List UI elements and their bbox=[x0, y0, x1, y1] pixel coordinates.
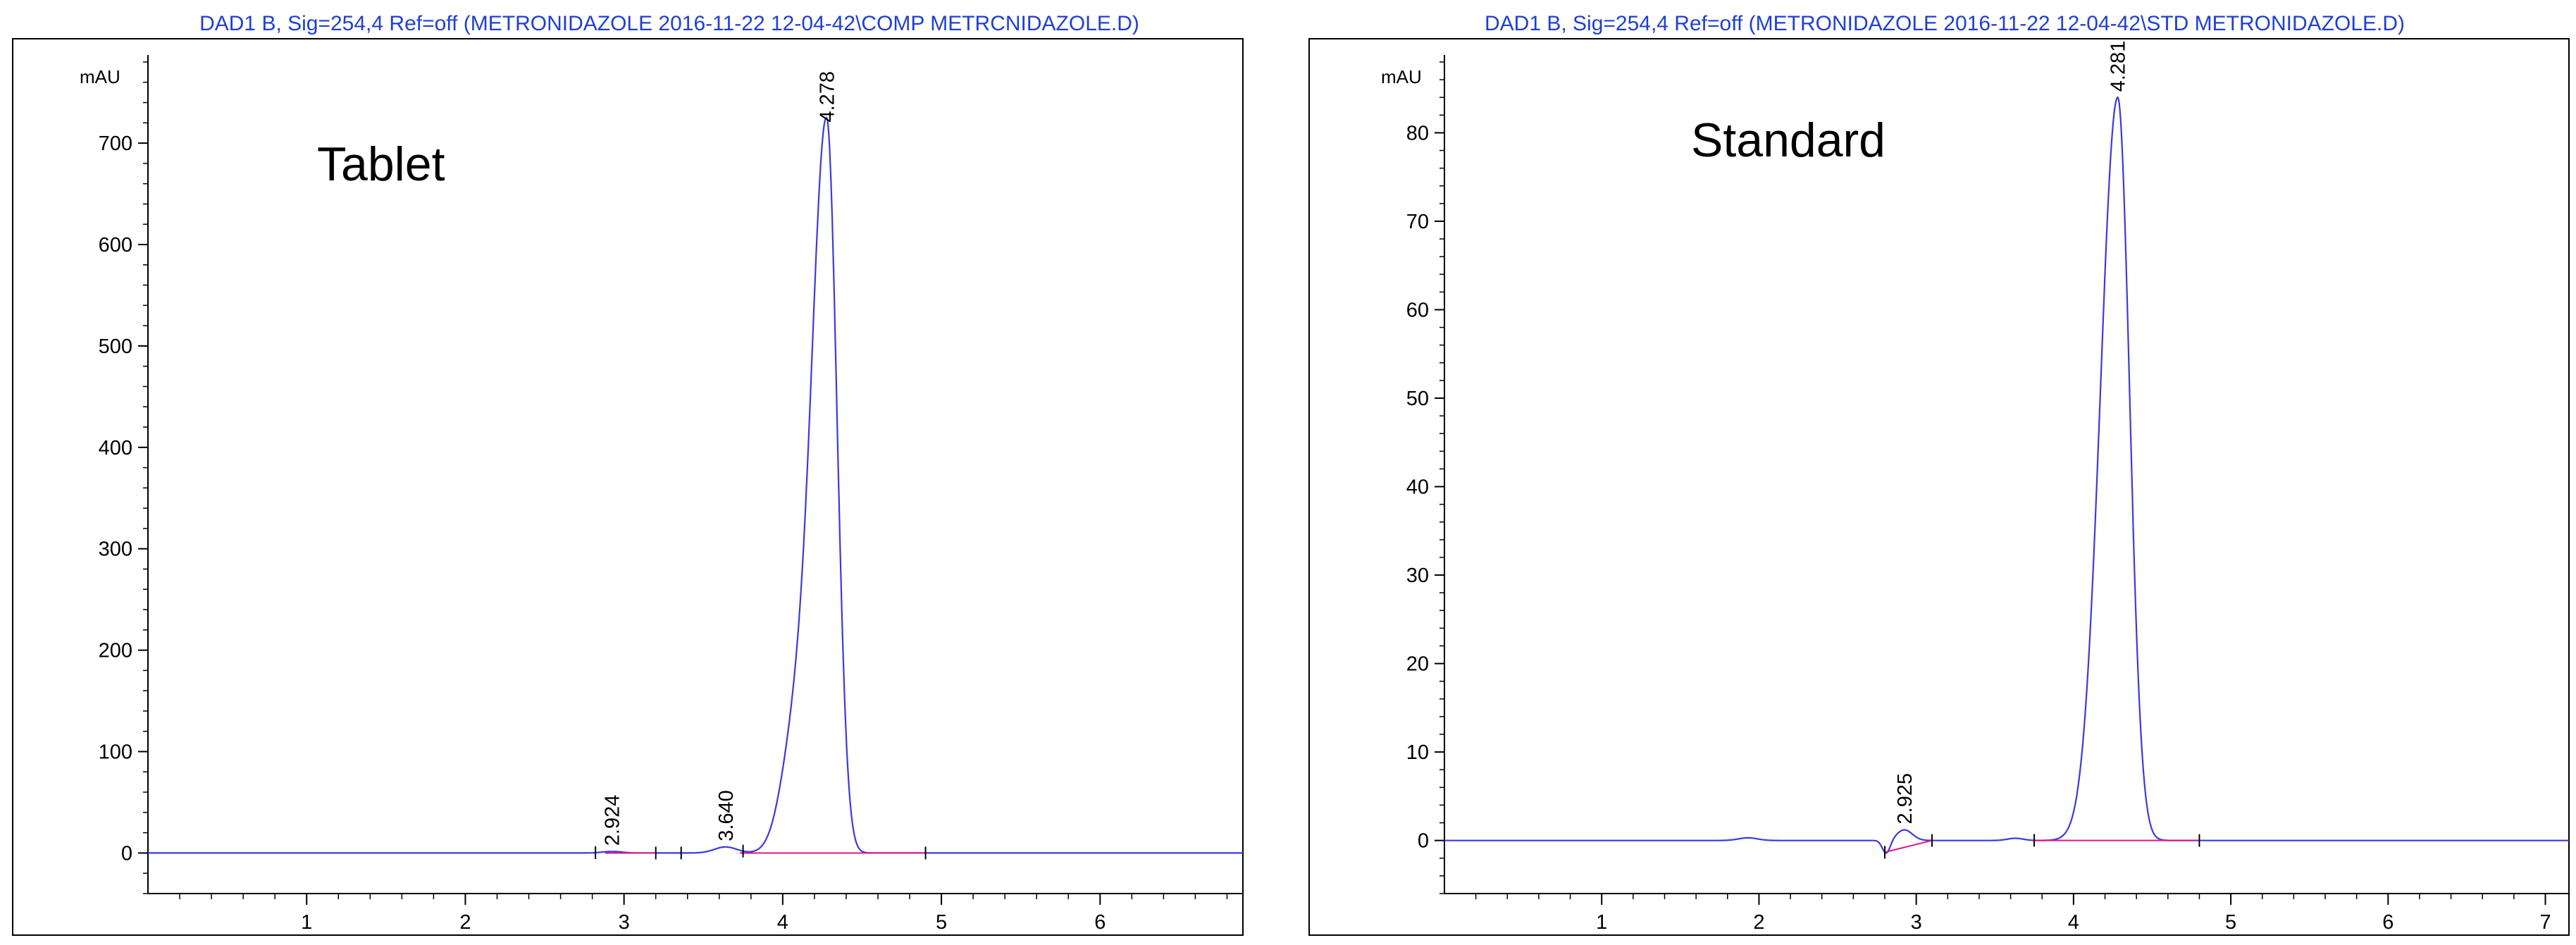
y-tick-label: 0 bbox=[121, 842, 132, 865]
y-tick-label: 200 bbox=[99, 640, 132, 662]
y-tick-label: 50 bbox=[1406, 388, 1429, 410]
chromatogram-panel-standard: DAD1 B, Sig=254,4 Ref=off (METRONIDAZOLE… bbox=[1308, 12, 2570, 936]
y-tick-label: 400 bbox=[99, 437, 132, 459]
peak-label: 2.925 bbox=[1894, 773, 1916, 824]
y-tick-label: 70 bbox=[1406, 211, 1429, 233]
y-tick-label: 500 bbox=[99, 335, 132, 358]
y-tick-label: 0 bbox=[1418, 830, 1429, 853]
y-tick-label: 30 bbox=[1406, 564, 1429, 587]
x-tick-label: 5 bbox=[2225, 911, 2236, 934]
chromatogram-panel-tablet: DAD1 B, Sig=254,4 Ref=off (METRONIDAZOLE… bbox=[12, 12, 1244, 936]
x-tick-label: 6 bbox=[1094, 911, 1106, 934]
signal-trace bbox=[1444, 96, 2569, 854]
panel-frame bbox=[1308, 38, 2570, 936]
sample-annotation: Standard bbox=[1691, 113, 1885, 167]
x-tick-label: 7 bbox=[2539, 911, 2551, 934]
y-tick-label: 10 bbox=[1406, 741, 1429, 764]
y-tick-label: 40 bbox=[1406, 476, 1429, 499]
panel-frame bbox=[12, 38, 1244, 936]
x-tick-label: 1 bbox=[1596, 911, 1607, 934]
signal-trace bbox=[148, 116, 1243, 854]
x-tick-label: 1 bbox=[301, 911, 312, 934]
y-tick-label: 80 bbox=[1406, 122, 1429, 144]
y-axis-unit-label: mAU bbox=[1381, 66, 1422, 87]
peak-label: 4.281 bbox=[2107, 41, 2130, 92]
peak-label: 3.640 bbox=[715, 790, 738, 841]
x-tick-label: 2 bbox=[1753, 911, 1764, 934]
y-tick-label: 60 bbox=[1406, 299, 1429, 321]
chart-title: DAD1 B, Sig=254,4 Ref=off (METRONIDAZOLE… bbox=[199, 12, 1139, 35]
chart-title: DAD1 B, Sig=254,4 Ref=off (METRONIDAZOLE… bbox=[1485, 12, 2405, 35]
sample-annotation: Tablet bbox=[317, 137, 445, 191]
x-tick-label: 2 bbox=[459, 911, 471, 934]
y-tick-label: 100 bbox=[99, 741, 132, 764]
peak-label: 2.924 bbox=[602, 795, 624, 846]
x-tick-label: 4 bbox=[2068, 911, 2079, 934]
x-tick-label: 6 bbox=[2382, 911, 2394, 934]
x-tick-label: 3 bbox=[1911, 911, 1922, 934]
peak-label: 4.278 bbox=[816, 71, 838, 123]
y-tick-label: 300 bbox=[99, 538, 132, 561]
x-tick-label: 4 bbox=[777, 911, 788, 934]
integration-baseline bbox=[1884, 839, 1933, 853]
y-tick-label: 20 bbox=[1406, 653, 1429, 676]
y-tick-label: 600 bbox=[99, 234, 132, 257]
y-tick-label: 700 bbox=[99, 132, 132, 155]
x-tick-label: 3 bbox=[619, 911, 630, 934]
y-axis-unit-label: mAU bbox=[80, 66, 120, 87]
x-tick-label: 5 bbox=[936, 911, 947, 934]
